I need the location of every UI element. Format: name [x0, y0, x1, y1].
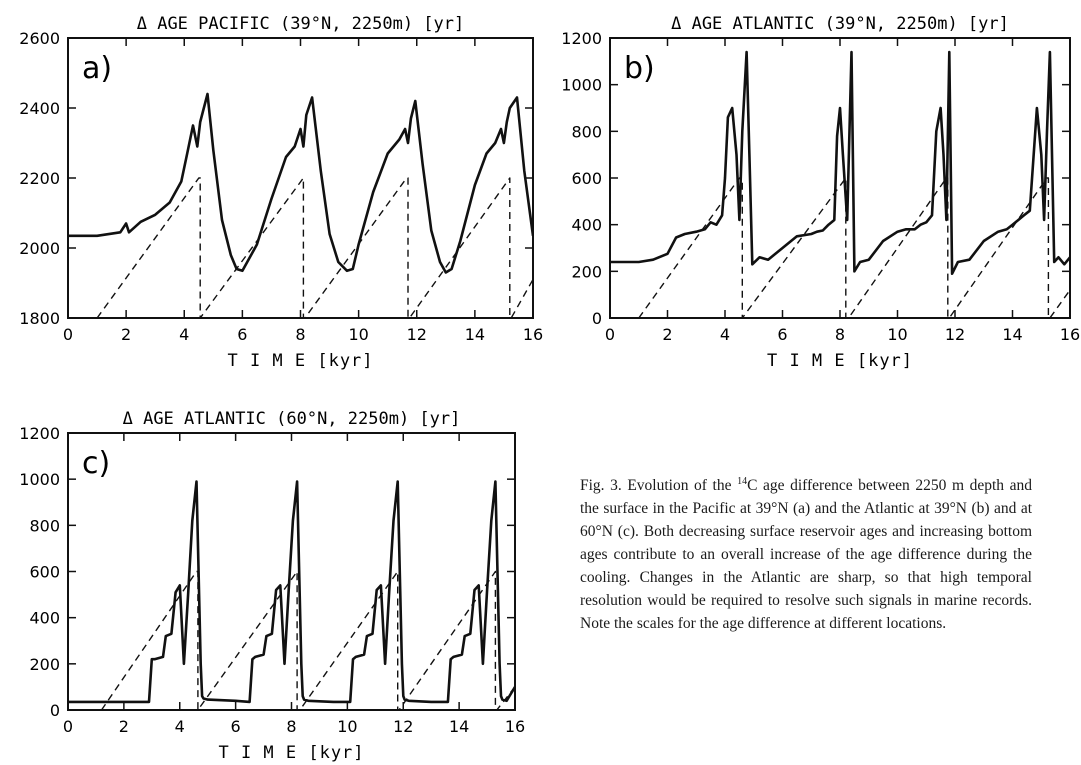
caption-text-a: Evolution of the	[621, 477, 738, 495]
chart-2-xtick-label: 8	[286, 717, 296, 736]
chart-0-xtick-label: 8	[295, 325, 305, 344]
chart-2-ytick-label: 400	[29, 609, 60, 628]
chart-0-xtick-label: 10	[348, 325, 368, 344]
chart-0-ytick-label: 2600	[19, 29, 60, 48]
chart-1-xtick-label: 14	[1002, 325, 1022, 344]
chart-0-xtick-label: 4	[179, 325, 189, 344]
chart-1-xtick-label: 12	[945, 325, 965, 344]
chart-2-xlabel: T I M E [kyr]	[218, 743, 364, 763]
chart-1-ytick-label: 800	[571, 122, 602, 141]
chart-0-ytick-label: 2000	[19, 239, 60, 258]
chart-1-title: Δ AGE ATLANTIC (39°N, 2250m) [yr]	[671, 14, 1009, 34]
chart-2-xtick-label: 16	[505, 717, 525, 736]
caption-fig-number: Fig. 3.	[580, 477, 622, 495]
figure-caption: Fig. 3. Evolution of the 14C age differe…	[580, 470, 1032, 635]
chart-0-ytick-label: 1800	[19, 309, 60, 328]
chart-2-xtick-label: 6	[231, 717, 241, 736]
chart-0-xtick-label: 14	[465, 325, 485, 344]
chart-2-xtick-label: 14	[449, 717, 469, 736]
chart-0-xtick-label: 12	[407, 325, 427, 344]
chart-1-xtick-label: 10	[887, 325, 907, 344]
chart-0-ytick-label: 2200	[19, 169, 60, 188]
chart-1-ytick-label: 0	[592, 309, 602, 328]
chart-2-panel-label: c)	[82, 446, 110, 481]
chart-1-xlabel: T I M E [kyr]	[767, 351, 913, 371]
chart-2-frame	[67, 432, 516, 711]
chart-2-ytick-label: 1200	[19, 424, 60, 443]
chart-0-xtick-label: 2	[121, 325, 131, 344]
chart-0-ytick-label: 2400	[19, 99, 60, 118]
chart-1-xtick-label: 6	[777, 325, 787, 344]
chart-2-series-dashed	[100, 570, 515, 710]
chart-1-ytick-label: 400	[571, 216, 602, 235]
chart-2-title: Δ AGE ATLANTIC (60°N, 2250m) [yr]	[123, 409, 461, 429]
chart-1-series-dashed	[638, 177, 1070, 318]
chart-0-xtick-label: 16	[523, 325, 543, 344]
chart-0-xtick-label: 6	[237, 325, 247, 344]
chart-1-xtick-label: 0	[605, 325, 615, 344]
chart-1-xtick-label: 2	[662, 325, 672, 344]
chart-0-xtick-label: 0	[63, 325, 73, 344]
chart-2-xtick-label: 0	[63, 717, 73, 736]
chart-2-ytick-label: 600	[29, 563, 60, 582]
chart-2-ytick-label: 200	[29, 655, 60, 674]
chart-2-ytick-label: 0	[50, 701, 60, 720]
chart-0-xlabel: T I M E [kyr]	[227, 351, 373, 371]
chart-2-ytick-label: 800	[29, 516, 60, 535]
chart-2-xtick-label: 10	[337, 717, 357, 736]
chart-1-xtick-label: 16	[1060, 325, 1080, 344]
caption-superscript: 14	[737, 476, 748, 487]
chart-1-ytick-label: 1000	[561, 76, 602, 95]
chart-1-xtick-label: 8	[835, 325, 845, 344]
chart-1-frame	[609, 37, 1071, 319]
chart-2-ytick-label: 1000	[19, 470, 60, 489]
chart-1-ytick-label: 600	[571, 169, 602, 188]
chart-0-series-dashed	[96, 177, 533, 318]
chart-1-series-solid	[610, 50, 1070, 275]
chart-0-frame	[67, 37, 534, 319]
chart-1-xtick-label: 4	[720, 325, 730, 344]
caption-text-b: C age difference between 2250 m depth an…	[580, 477, 1032, 633]
chart-0-series-solid	[68, 92, 533, 274]
chart-1-ytick-label: 200	[571, 262, 602, 281]
chart-2-xtick-label: 12	[393, 717, 413, 736]
chart-2-xtick-label: 4	[175, 717, 185, 736]
chart-1-panel-label: b)	[624, 51, 655, 86]
chart-0-panel-label: a)	[82, 51, 112, 86]
chart-0-title: Δ AGE PACIFIC (39°N, 2250m) [yr]	[137, 14, 465, 34]
chart-2-xtick-label: 2	[119, 717, 129, 736]
chart-1-ytick-label: 1200	[561, 29, 602, 48]
chart-2-series-solid	[68, 480, 515, 704]
